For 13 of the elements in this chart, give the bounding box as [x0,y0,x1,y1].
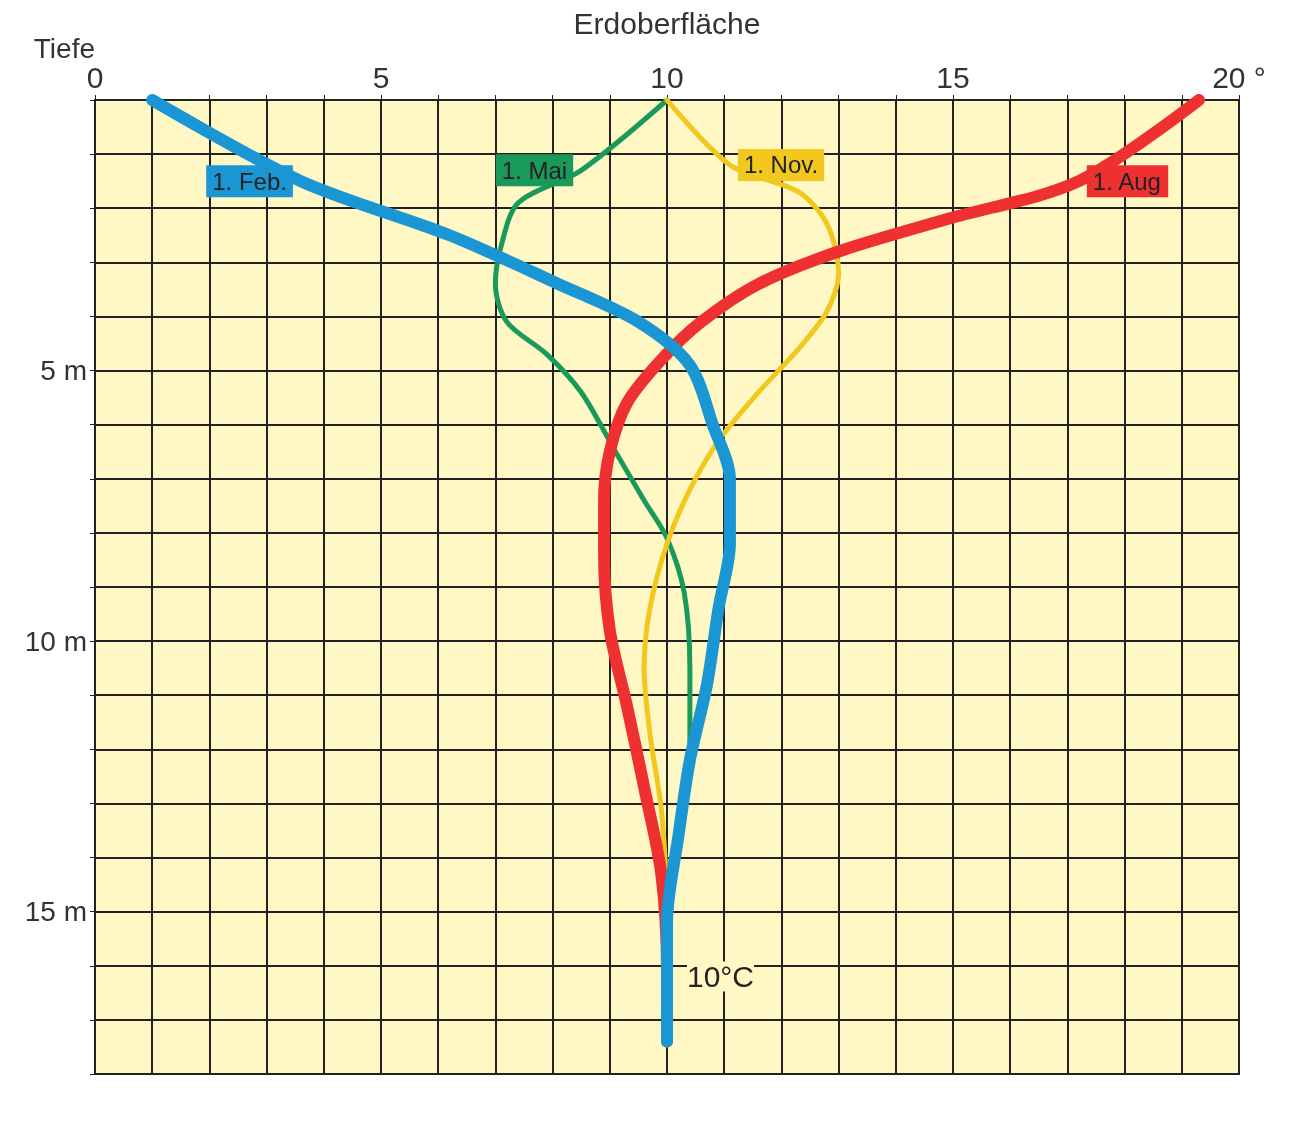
y-tick-label: 5 m [40,355,87,387]
annotation: 10°C [687,960,755,994]
series-label: 1. Aug [1092,167,1161,195]
y-tick-label: 15 m [24,896,87,928]
series-label: 1. Mai [501,156,568,184]
x-tick-label: 15 [936,60,970,94]
series-label: 1. Nov. [743,151,819,179]
y-tick-label: 10 m [24,625,87,657]
x-tick-label: 20 ° [1212,60,1266,94]
x-axis-title: Erdoberfläche [573,6,761,40]
x-tick-label: 10 [650,60,684,94]
x-tick-label: 5 [372,60,390,94]
series-label: 1. Feb. [212,167,287,195]
